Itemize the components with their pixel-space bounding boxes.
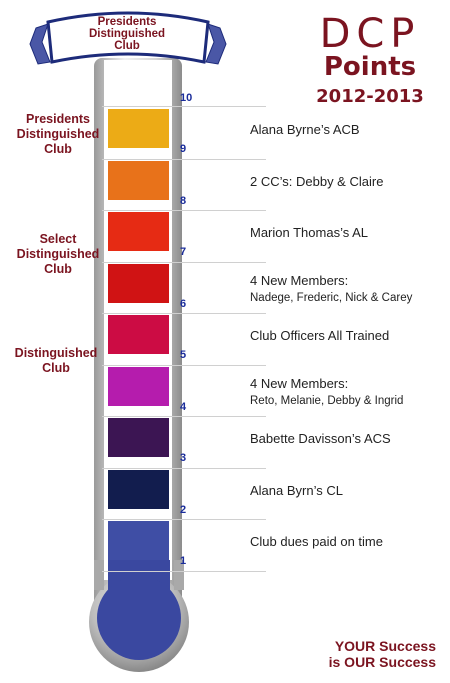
point-bar bbox=[108, 160, 169, 200]
point-description-detail: Nadege, Frederic, Nick & Carey bbox=[250, 291, 413, 304]
point-bar bbox=[108, 418, 169, 457]
scale-line bbox=[102, 467, 266, 469]
level-line: Club bbox=[44, 262, 72, 276]
level-line: Distinguished bbox=[16, 127, 100, 141]
level-distinguished: Distinguished Club bbox=[6, 346, 106, 376]
scale-line bbox=[102, 519, 266, 520]
point-description: 4 New Members: bbox=[250, 375, 349, 391]
level-select: Select Distinguished Club bbox=[8, 232, 108, 277]
point-description: Alana Byrn’s CL bbox=[250, 482, 343, 498]
tagline-line-2: is OUR Success bbox=[328, 654, 436, 670]
point-description: Marion Thomas’s AL bbox=[250, 225, 369, 240]
point-description: Alana Byrne’s ACB bbox=[250, 122, 360, 137]
banner-line-1: Presidents bbox=[97, 16, 157, 28]
banner-line-3: Club bbox=[114, 40, 140, 52]
title-sub: Points bbox=[323, 52, 417, 82]
scale-number-top: 10 bbox=[180, 92, 193, 104]
scale-number: 8 bbox=[180, 194, 187, 207]
level-line: Club bbox=[42, 361, 70, 375]
point-bar bbox=[108, 263, 169, 303]
point-bar bbox=[108, 315, 169, 354]
point-description: Club Officers All Trained bbox=[250, 328, 390, 343]
scale-number: 5 bbox=[180, 349, 187, 361]
point-bar bbox=[108, 212, 169, 251]
tagline: YOUR Success is OUR Success bbox=[276, 638, 436, 670]
scale-line bbox=[102, 416, 266, 417]
scale-line bbox=[102, 570, 266, 572]
point-bar bbox=[108, 109, 169, 148]
scale-line bbox=[102, 210, 266, 211]
thermometer-bulb bbox=[97, 576, 181, 660]
tagline-line-1: YOUR Success bbox=[334, 638, 436, 654]
scale-number: 3 bbox=[180, 452, 187, 464]
banner-line-2: Distinguished bbox=[88, 28, 166, 40]
scale-line bbox=[102, 364, 266, 366]
point-description: Club dues paid on time bbox=[250, 534, 383, 549]
scale-line bbox=[102, 261, 266, 263]
point-bar bbox=[108, 469, 169, 509]
banner-ribbon bbox=[29, 11, 227, 65]
scale-line-top bbox=[102, 106, 266, 107]
scale-line bbox=[102, 158, 266, 160]
scale-number: 1 bbox=[180, 555, 187, 567]
point-description: Babette Davisson’s ACS bbox=[250, 431, 391, 446]
point-bar bbox=[108, 521, 169, 560]
scale-number: 6 bbox=[180, 297, 187, 310]
scale-number: 2 bbox=[180, 503, 187, 516]
point-description: 2 CC’s: Debby & Claire bbox=[250, 173, 384, 189]
point-bar bbox=[108, 366, 169, 406]
level-presidents: Presidents Distinguished Club bbox=[8, 112, 108, 157]
level-line: Distinguished bbox=[14, 346, 98, 360]
scale-number: 4 bbox=[180, 400, 187, 413]
scale-line bbox=[102, 313, 266, 314]
level-line: Presidents bbox=[26, 112, 90, 126]
title-main: DCP bbox=[319, 11, 421, 57]
scale-number: 9 bbox=[180, 143, 187, 155]
level-line: Club bbox=[44, 142, 72, 156]
banner-text: Presidents Distinguished Club bbox=[52, 16, 202, 52]
point-description: 4 New Members: bbox=[250, 272, 349, 288]
point-description-detail: Reto, Melanie, Debby & Ingrid bbox=[250, 394, 404, 407]
level-line: Select bbox=[39, 232, 77, 246]
title-year: 2012-2013 bbox=[316, 86, 424, 107]
level-line: Distinguished bbox=[16, 247, 100, 261]
scale-number: 7 bbox=[180, 246, 187, 258]
